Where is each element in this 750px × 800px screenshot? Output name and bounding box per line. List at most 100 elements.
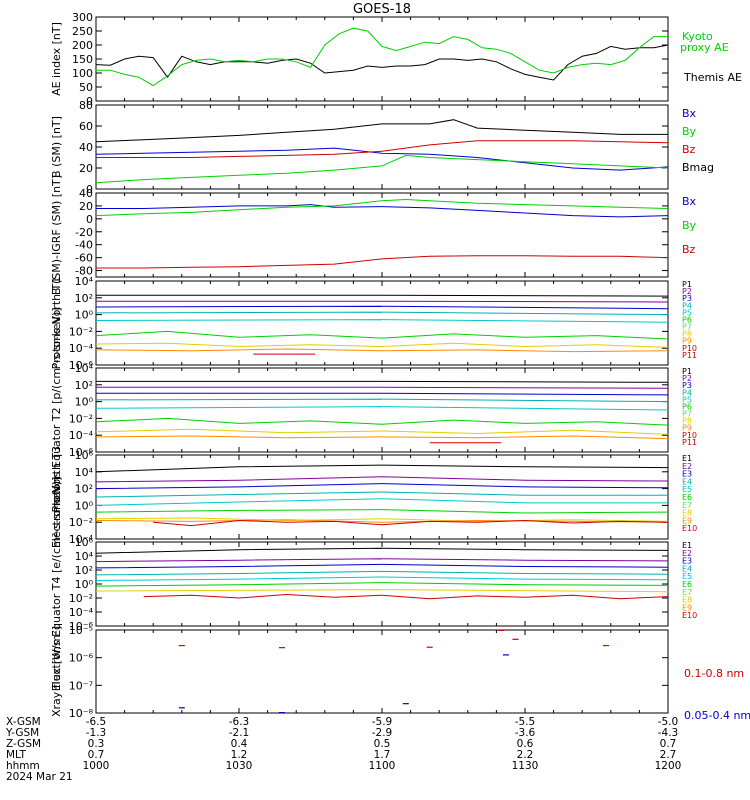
y-tick-label: 10⁰	[75, 499, 94, 512]
y-tick-label: 10⁻²	[69, 325, 93, 338]
y-tick-label: 10⁴	[75, 550, 94, 563]
footer-value: 0.3	[88, 738, 105, 750]
legend-entry: E2	[682, 549, 692, 558]
y-tick-label: 200	[72, 39, 93, 52]
footer-value: 0.7	[660, 738, 677, 750]
series-line	[95, 44, 669, 81]
series-line	[96, 27, 668, 87]
y-tick-label: 10²	[75, 564, 93, 577]
series-line	[95, 491, 668, 498]
legend-entry: P3	[682, 381, 692, 390]
legend-entry: P4	[682, 388, 692, 397]
y-tick-label: -60	[75, 252, 93, 265]
series-line	[95, 311, 669, 316]
footer-value: 0.7	[88, 749, 105, 761]
y-tick-label: 10⁻²	[69, 592, 93, 605]
legend-entry: Bx	[682, 195, 697, 208]
footer-value: -2.9	[372, 727, 393, 739]
legend-entry: E6	[682, 493, 692, 502]
series-line	[95, 342, 669, 348]
y-tick-label: 0	[86, 213, 93, 226]
footer-value: -2.1	[229, 727, 250, 739]
y-tick-label: 10⁰	[75, 309, 94, 322]
footer-value: 0.4	[231, 738, 248, 750]
series-line	[153, 519, 669, 527]
y-axis-label: AE index [nT]	[50, 22, 63, 96]
footer-row-label: MLT	[6, 749, 26, 761]
y-tick-label: -20	[75, 226, 93, 239]
legend-entry: P9	[682, 337, 692, 346]
legend-entry: E5	[682, 485, 692, 494]
y-tick-label: 40	[79, 141, 93, 154]
legend-entry: E10	[682, 524, 697, 533]
y-tick-label: 10²	[75, 292, 93, 305]
y-axis-label: Protons North T1	[50, 277, 63, 370]
footer-value: 0.5	[374, 738, 391, 750]
legend-entry: P1	[682, 280, 692, 289]
footer-value: 1.7	[374, 749, 391, 761]
series-line	[95, 558, 669, 563]
footer-value: 1000	[83, 760, 110, 772]
y-tick-label: 10⁻⁶	[69, 446, 94, 459]
footer-value: -6.3	[229, 716, 250, 728]
footer-row-label: hhmm	[6, 760, 40, 772]
y-tick-label: 10⁻²	[69, 516, 93, 529]
series-line	[95, 428, 669, 435]
y-tick-label: 10⁻⁶	[69, 359, 94, 372]
panel-bsm: 0 20 40 60 80 B (SM) [nT] Bx By Bz Bmag	[50, 99, 714, 196]
y-axis-label: Electrons Equator T4 [e/(cm²-s-sr-keV)]	[50, 477, 63, 692]
series-line	[95, 435, 669, 440]
footer-value: -6.5	[86, 716, 107, 728]
footer-value: -3.6	[515, 727, 536, 739]
y-tick-label: 60	[79, 120, 93, 133]
y-axis-label: B (SM) [nT]	[50, 116, 63, 178]
series-line	[95, 517, 669, 522]
series-line	[95, 519, 669, 523]
y-tick-label: 10⁻⁸	[69, 707, 94, 720]
y-tick-label: -40	[75, 239, 93, 252]
panel-frame	[95, 280, 669, 366]
y-tick-label: 10⁻⁴	[69, 606, 94, 619]
series-line	[95, 570, 669, 576]
footer-value: 2.7	[660, 749, 677, 761]
y-axis-label: Electrons North T3	[50, 446, 63, 548]
y-tick-label: 10⁴	[75, 362, 94, 375]
series-line	[95, 576, 669, 581]
y-tick-label: 10⁻⁴	[69, 533, 94, 546]
legend-entry: P4	[682, 301, 692, 310]
y-axis-label: Xray flux [W/m²]	[50, 626, 63, 717]
y-tick-label: 10⁻⁶	[69, 652, 94, 665]
y-tick-label: 250	[72, 25, 93, 38]
series-line	[95, 319, 669, 323]
footer-value: -5.5	[515, 716, 536, 728]
legend-entry: proxy AE	[680, 41, 729, 54]
footer-value: -1.3	[86, 727, 107, 739]
legend-entry: Bz	[682, 143, 696, 156]
y-tick-label: 10⁰	[75, 578, 94, 591]
series-line	[95, 154, 669, 184]
legend-entry: E8	[682, 509, 692, 518]
series-line	[95, 476, 669, 483]
y-axis-label: Protons Equator T2 [p/(cm²-s-sr-keV)]	[50, 307, 63, 512]
plot-title: GOES-18	[353, 2, 411, 17]
panel-frame	[95, 367, 669, 453]
panel-frame	[95, 629, 669, 714]
panel-xray: 10⁻⁵ 10⁻⁶ 10⁻⁷ 10⁻⁸ Xray flux [W/m²] 0.1-0.8 …	[50, 624, 750, 722]
series-line	[95, 348, 669, 353]
legend-entry: E8	[682, 596, 692, 605]
y-tick-label: 10²	[75, 379, 93, 392]
legend-entry: P11	[682, 351, 697, 360]
series-line	[96, 300, 669, 303]
series-line	[95, 147, 669, 171]
y-tick-label: 10²	[75, 483, 93, 496]
legend-entry: P10	[682, 431, 697, 440]
footer-value: 0.6	[517, 738, 534, 750]
series-line	[95, 305, 669, 310]
y-tick-label: 10⁴	[75, 275, 94, 288]
legend-entry: Themis AE	[683, 71, 742, 84]
y-tick-label: 20	[79, 162, 93, 175]
series-line	[95, 498, 668, 506]
footer-row-label: X-GSM	[6, 716, 41, 728]
